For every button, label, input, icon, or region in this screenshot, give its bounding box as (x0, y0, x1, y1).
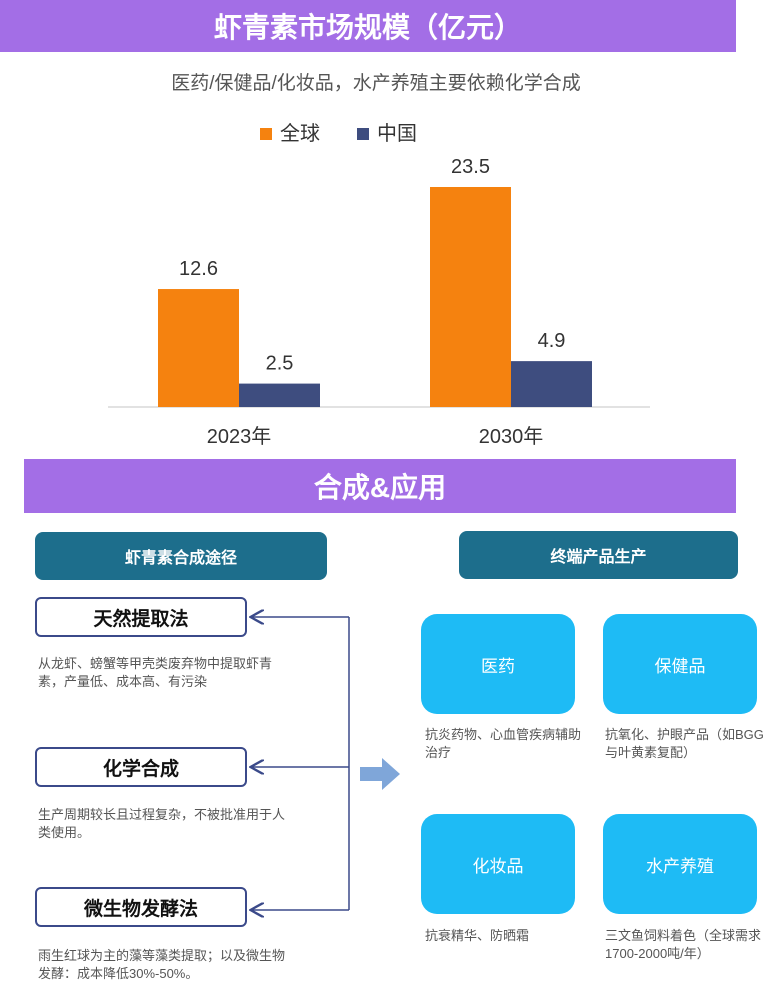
product-card-aquaculture-label: 水产养殖 (646, 856, 714, 876)
chart-subtitle: 医药/保健品/化妆品，水产养殖主要依赖化学合成 (171, 73, 581, 94)
legend-swatch-china (357, 128, 369, 140)
bar-global-2023 (158, 289, 239, 407)
method-natural-extraction-desc: 从龙虾、螃蟹等甲壳类废弃物中提取虾青素，产量低、成本高、有污染 (38, 656, 273, 689)
market-size-chart: 全球 中国 12.6 2.5 2023年 23.5 4.9 2030年 (108, 122, 650, 448)
legend-label-china: 中国 (377, 122, 417, 145)
legend-swatch-global (260, 128, 272, 140)
method-microbial-fermentation-desc: 雨生红球为主的藻等藻类提取；以及微生物发酵：成本降低30%-50%。 (38, 948, 286, 981)
product-card-cosmetics-label: 化妆品 (472, 856, 524, 876)
synthesis-routes-header: 虾青素合成途径 (35, 532, 327, 580)
chart-legend: 全球 中国 (260, 122, 417, 145)
product-card-aquaculture: 水产养殖 (603, 814, 757, 914)
value-label-global-2030: 23.5 (451, 156, 490, 178)
value-label-global-2023: 12.6 (179, 258, 218, 280)
x-tick-label-2023: 2023年 (207, 425, 272, 448)
value-label-china-2023: 2.5 (266, 353, 294, 375)
method-natural-extraction-label: 天然提取法 (93, 608, 189, 630)
legend-label-global: 全球 (280, 122, 320, 145)
bar-global-2030 (430, 187, 511, 407)
method-natural-extraction: 天然提取法 (35, 597, 247, 637)
market-size-banner: 虾青素市场规模（亿元） (0, 0, 736, 52)
x-tick-label-2030: 2030年 (479, 425, 544, 448)
method-chemical-synthesis-desc: 生产周期较长且过程复杂，不被批准用于人类使用。 (38, 807, 286, 840)
market-size-title: 虾青素市场规模（亿元） (213, 12, 522, 43)
synthesis-application-title: 合成&应用 (313, 472, 447, 503)
end-products-header: 终端产品生产 (459, 531, 738, 579)
product-card-health-supplement: 保健品 (603, 614, 757, 714)
product-cosmetics-desc: 抗衰精华、防晒霜 (425, 928, 530, 943)
method-microbial-fermentation-label: 微生物发酵法 (83, 898, 198, 920)
bar-china-2030 (511, 361, 592, 407)
product-health-supplement-desc: 抗氧化、护眼产品（如BGG与叶黄素复配） (605, 727, 764, 760)
end-products-title: 终端产品生产 (550, 549, 647, 566)
synthesis-routes-title: 虾青素合成途径 (124, 550, 237, 567)
method-chemical-synthesis: 化学合成 (35, 747, 247, 787)
product-card-medicine-label: 医药 (481, 656, 515, 676)
synthesis-application-banner: 合成&应用 (24, 459, 736, 513)
value-label-china-2030: 4.9 (538, 330, 566, 352)
method-chemical-synthesis-label: 化学合成 (102, 758, 179, 780)
right-arrow-icon (360, 758, 400, 790)
product-card-health-supplement-label: 保健品 (654, 656, 706, 676)
product-card-medicine: 医药 (421, 614, 575, 714)
product-aquaculture-desc: 三文鱼饲料着色（全球需求1700-2000吨/年） (605, 928, 762, 961)
bar-china-2023 (239, 383, 320, 407)
method-microbial-fermentation: 微生物发酵法 (35, 887, 247, 927)
product-card-cosmetics: 化妆品 (421, 814, 575, 914)
product-medicine-desc: 抗炎药物、心血管疾病辅助治疗 (425, 727, 582, 760)
